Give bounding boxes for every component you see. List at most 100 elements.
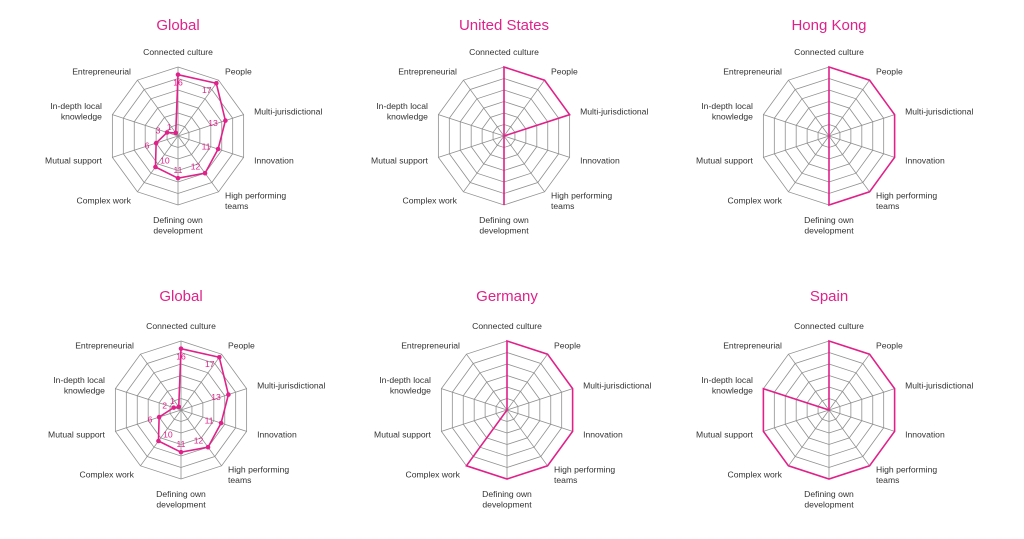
radar-chart-1: Global Connected culture People Multi-juris… xyxy=(45,17,322,236)
axis-label: Mutual support xyxy=(48,430,105,440)
axis-label: In-depth local knowledge xyxy=(376,101,428,122)
axis-label: Mutual support xyxy=(696,430,753,440)
data-label: 17 xyxy=(202,85,212,95)
series-line xyxy=(503,65,571,205)
data-point xyxy=(178,449,184,455)
data-point xyxy=(175,72,181,77)
series-line xyxy=(762,339,896,480)
radar-chart-4: Global Connected culture People Multi-juris… xyxy=(48,288,325,510)
data-label: 11 xyxy=(174,165,183,175)
axis-spoke xyxy=(763,114,830,137)
axis-label: Defining own development xyxy=(804,489,854,510)
chart-title: Hong Kong xyxy=(791,17,866,34)
axis-spoke xyxy=(828,353,870,411)
axis-label: Defining own development xyxy=(482,489,532,510)
axis-spoke xyxy=(441,409,508,432)
data-label: 11 xyxy=(202,142,211,152)
axis-label: Multi-jurisdictional xyxy=(580,106,648,116)
data-point xyxy=(156,414,162,420)
axis-label: Complex work xyxy=(403,196,458,206)
axis-spoke xyxy=(763,409,830,432)
axis-label: People xyxy=(876,66,903,76)
data-label: 1 xyxy=(170,396,175,406)
radar-chart-2: United States Connected culture People Mult… xyxy=(371,17,648,236)
axis-label: In-depth local knowledge xyxy=(701,101,753,122)
axis-spoke xyxy=(180,353,222,411)
axis-spoke xyxy=(506,388,573,411)
data-point xyxy=(215,146,221,152)
axis-label: Entrepreneurial xyxy=(75,340,134,350)
axis-spoke xyxy=(137,135,179,193)
axis-label: People xyxy=(554,340,581,350)
axis-label: In-depth local knowledge xyxy=(50,101,102,122)
series-line xyxy=(828,65,896,207)
axis-label: Defining own development xyxy=(156,489,206,510)
axis-spoke xyxy=(506,409,573,432)
chart-title: Spain xyxy=(810,288,848,305)
data-point xyxy=(164,130,170,135)
data-label: 16 xyxy=(176,352,186,362)
axis-label: Mutual support xyxy=(371,156,428,166)
axis-label: Multi-jurisdictional xyxy=(905,106,973,116)
axis-label: Innovation xyxy=(257,430,297,440)
data-label: 13 xyxy=(211,392,221,402)
data-point xyxy=(171,405,177,410)
axis-spoke xyxy=(503,79,545,137)
series-line xyxy=(465,339,574,480)
data-label: 16 xyxy=(173,78,183,88)
axis-spoke xyxy=(463,79,505,137)
axis-spoke xyxy=(503,135,545,193)
axis-label: High performing teams xyxy=(554,464,615,485)
axis-label: High performing teams xyxy=(876,464,937,485)
radar-chart-6: Spain Connected culture People Multi-jurisd… xyxy=(696,288,973,510)
data-label: 10 xyxy=(163,430,173,440)
axis-label: People xyxy=(228,340,255,350)
radar-chart-5: Germany Connected culture People Multi-juri… xyxy=(374,288,651,510)
data-point xyxy=(153,140,159,146)
axis-spoke xyxy=(788,353,830,411)
axis-label: Complex work xyxy=(80,470,135,480)
radar-chart-3: Hong Kong Connected culture People Multi-ju… xyxy=(696,17,973,236)
data-label: 1 xyxy=(167,122,172,132)
axis-label: Connected culture xyxy=(469,47,539,57)
data-label: 3 xyxy=(156,125,161,135)
axis-label: Complex work xyxy=(728,470,783,480)
data-label: 13 xyxy=(208,118,218,128)
axis-label: High performing teams xyxy=(225,190,286,211)
axis-label: Entrepreneurial xyxy=(401,340,460,350)
axis-label: Defining own development xyxy=(153,215,203,236)
axis-spoke xyxy=(828,135,870,193)
axis-spoke xyxy=(112,135,179,158)
axis-label: People xyxy=(225,66,252,76)
data-label: 10 xyxy=(160,156,170,166)
axis-spoke xyxy=(788,79,830,137)
axis-label: In-depth local knowledge xyxy=(53,375,105,396)
axis-label: Complex work xyxy=(728,196,783,206)
axis-spoke xyxy=(763,135,830,158)
axis-label: Mutual support xyxy=(45,156,102,166)
data-label: 6 xyxy=(148,414,153,424)
axis-spoke xyxy=(115,409,182,432)
axis-label: Connected culture xyxy=(794,321,864,331)
data-label: 12 xyxy=(191,162,201,172)
data-label: 6 xyxy=(145,140,150,150)
axis-label: Defining own development xyxy=(479,215,529,236)
axis-spoke xyxy=(140,409,182,467)
axis-label: Mutual support xyxy=(374,430,431,440)
data-point xyxy=(176,404,182,410)
axis-label: Connected culture xyxy=(472,321,542,331)
axis-label: Connected culture xyxy=(794,47,864,57)
axis-spoke xyxy=(438,135,505,158)
axis-spoke xyxy=(503,135,570,158)
data-point xyxy=(178,346,184,351)
axis-label: Entrepreneurial xyxy=(723,66,782,76)
chart-title: United States xyxy=(459,17,549,34)
axis-spoke xyxy=(177,135,244,158)
axis-label: In-depth local knowledge xyxy=(379,375,431,396)
data-label: 2 xyxy=(162,400,167,410)
axis-label: Innovation xyxy=(905,156,945,166)
axis-label: People xyxy=(551,66,578,76)
data-point xyxy=(223,118,228,123)
axis-label: Connected culture xyxy=(146,321,216,331)
